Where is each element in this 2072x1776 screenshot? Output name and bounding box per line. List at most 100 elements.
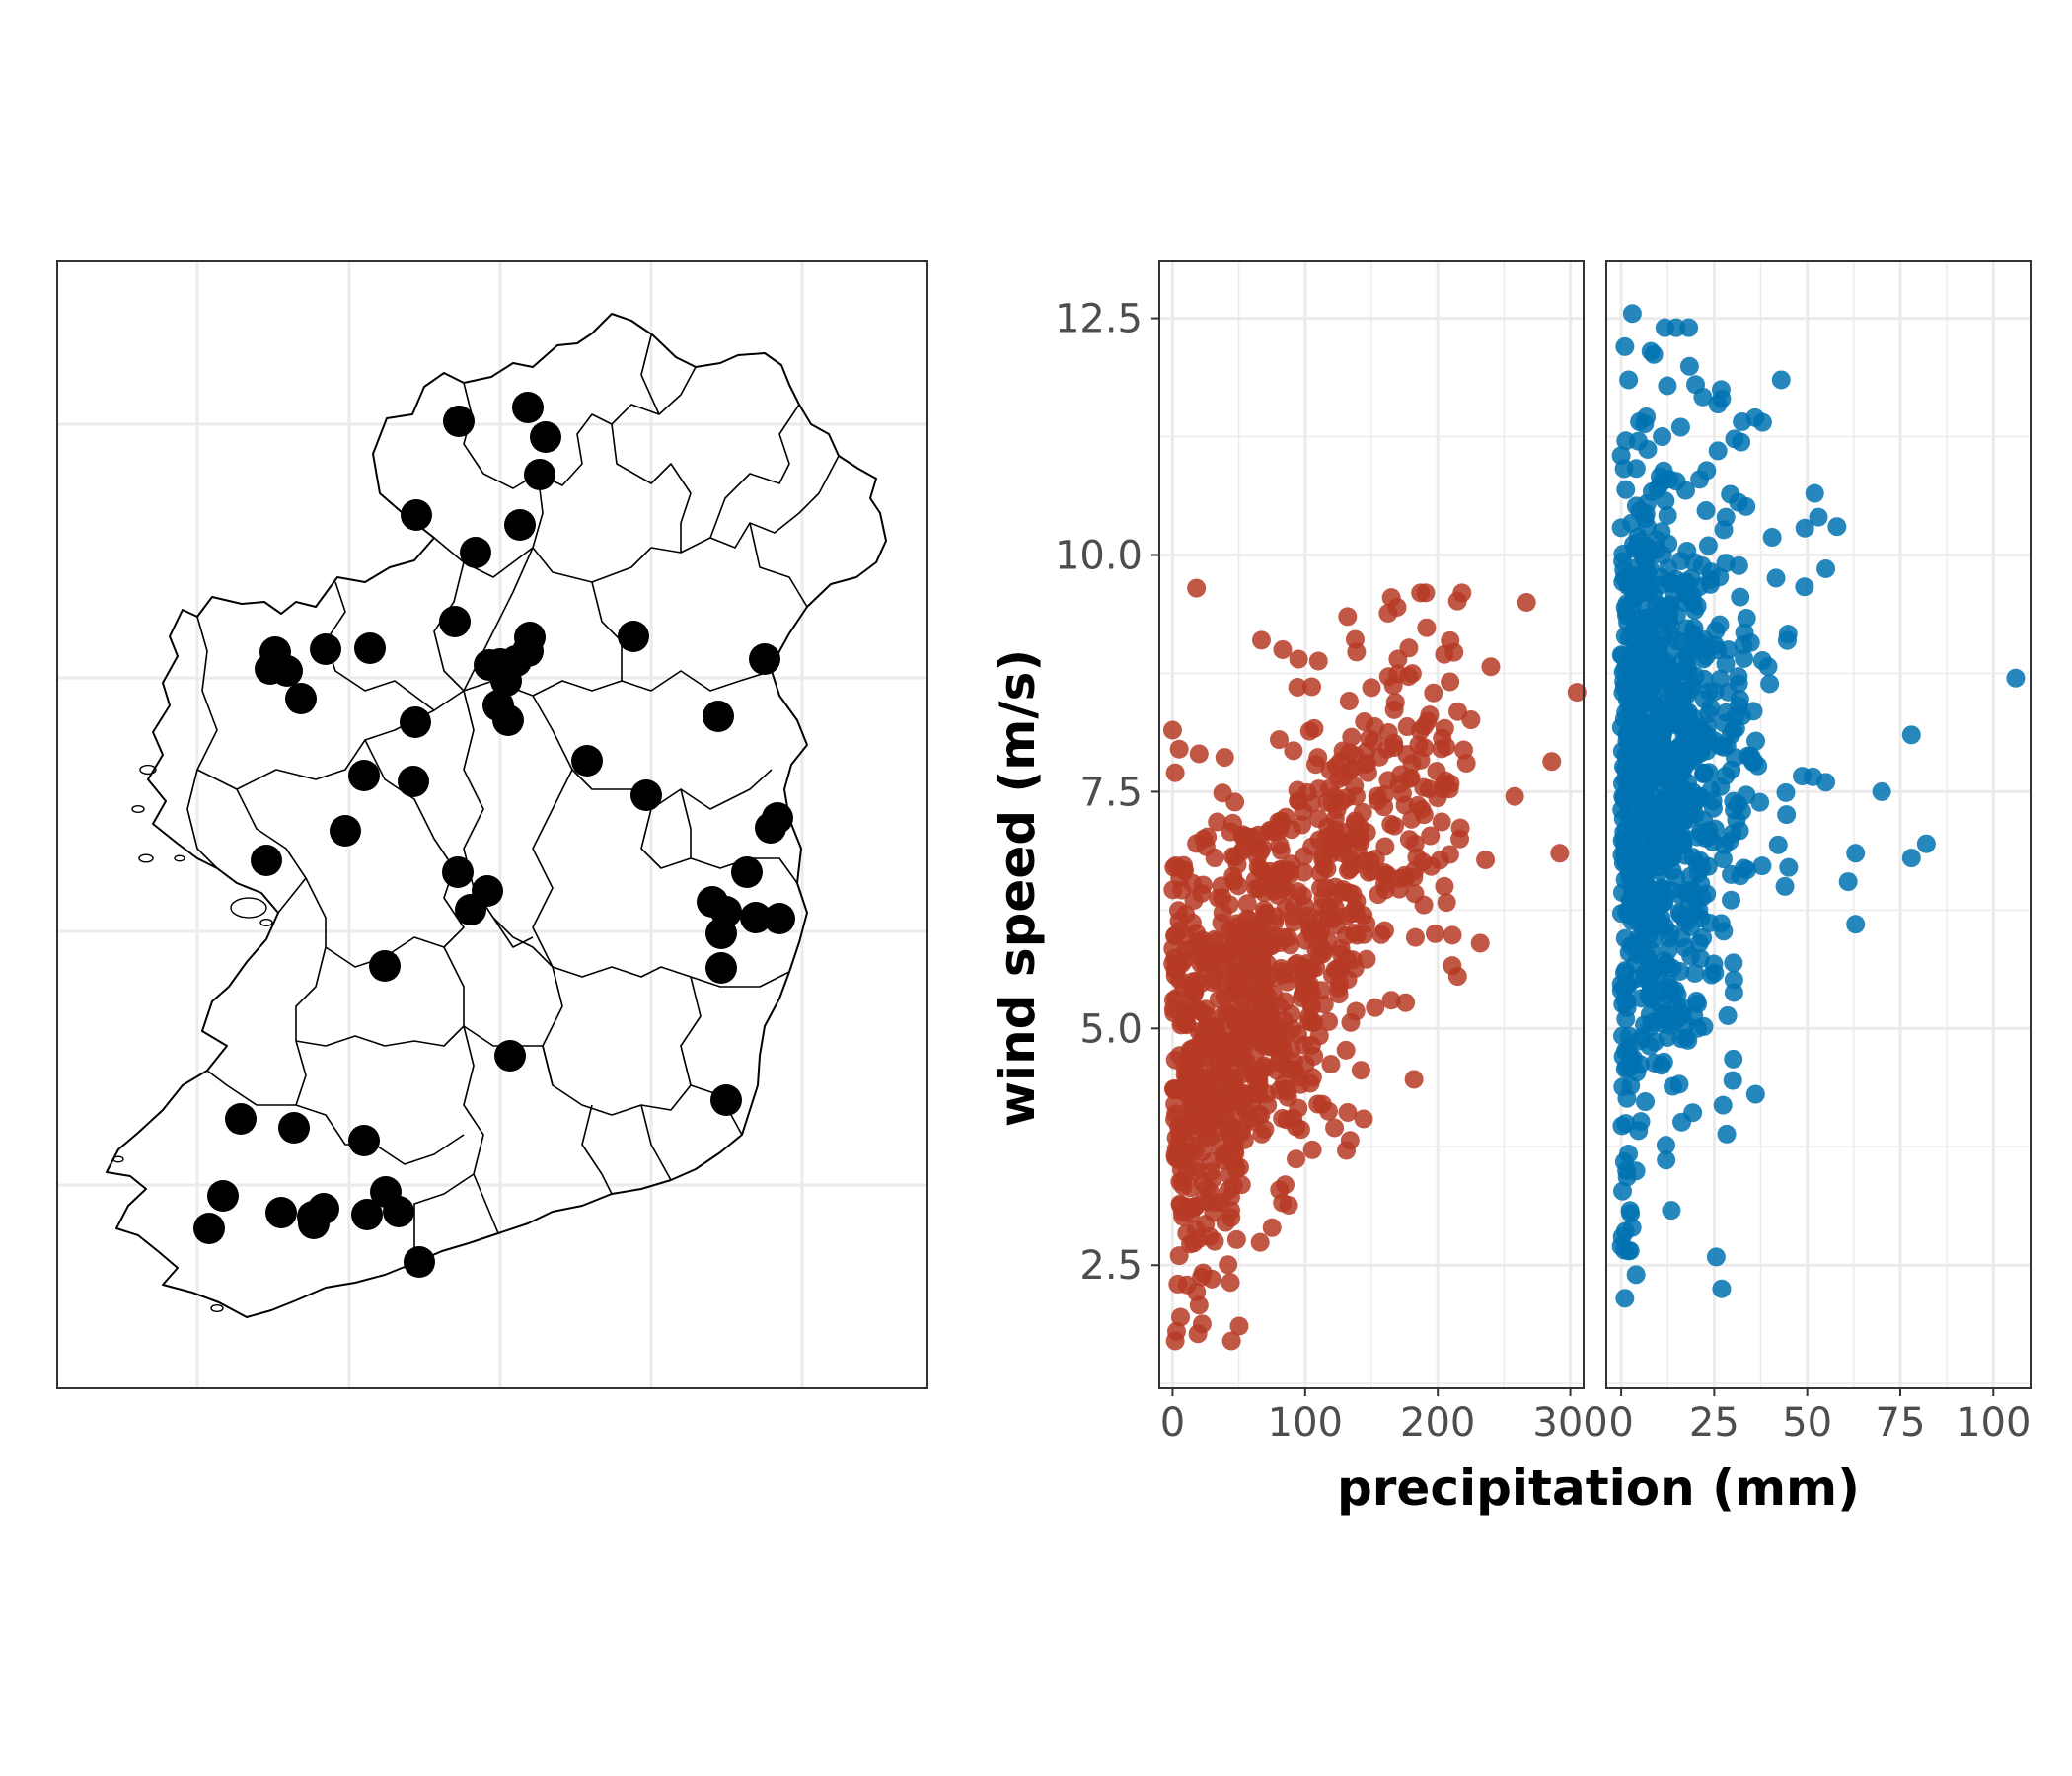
station-marker — [310, 633, 341, 665]
data-point — [1223, 847, 1243, 866]
data-point — [1616, 480, 1636, 499]
data-point — [1353, 802, 1372, 822]
data-point — [1619, 1145, 1639, 1164]
data-point — [1213, 783, 1232, 803]
data-point — [1200, 1226, 1220, 1246]
data-point — [1226, 1159, 1246, 1179]
data-point — [1626, 969, 1646, 989]
data-point — [1630, 532, 1650, 552]
station-marker — [298, 1208, 330, 1239]
station-marker — [755, 812, 786, 844]
data-point — [1330, 974, 1350, 994]
station-marker — [400, 706, 431, 738]
data-point — [1176, 940, 1196, 960]
data-point — [1418, 711, 1438, 731]
data-point — [1705, 682, 1725, 702]
station-marker — [490, 665, 522, 697]
data-point — [1729, 555, 1748, 575]
data-point — [1710, 567, 1730, 587]
scatter-panel-right: 0 25 50 75 100 — [1605, 260, 2032, 1445]
island — [174, 854, 185, 862]
data-point — [1626, 459, 1646, 479]
data-point — [1371, 925, 1391, 944]
station-marker — [225, 1103, 257, 1135]
data-point — [1653, 734, 1672, 754]
county-border — [325, 581, 465, 711]
data-point — [1189, 744, 1209, 764]
island — [259, 919, 273, 927]
data-point — [1722, 864, 1741, 884]
data-point — [1357, 742, 1376, 762]
data-point — [1183, 982, 1203, 1001]
data-point — [1220, 895, 1239, 915]
county-border — [433, 537, 534, 578]
data-point — [1777, 630, 1797, 650]
data-point — [1734, 635, 1753, 655]
station-marker — [731, 856, 763, 888]
county-border — [236, 788, 307, 914]
data-point — [1762, 528, 1782, 548]
data-point — [1281, 864, 1300, 884]
station-marker — [504, 509, 536, 541]
data-point — [1251, 630, 1271, 650]
data-point — [1809, 507, 1828, 527]
data-point — [1613, 995, 1633, 1014]
data-point — [1717, 1124, 1737, 1144]
data-point — [1201, 1087, 1221, 1107]
data-point — [1517, 592, 1536, 612]
county-border — [591, 581, 773, 692]
station-marker — [193, 1213, 225, 1244]
county-border — [680, 788, 692, 858]
data-point — [1302, 677, 1322, 697]
data-point — [1461, 710, 1481, 730]
data-point — [1405, 927, 1425, 947]
data-point — [1427, 762, 1446, 781]
data-point — [1186, 1156, 1206, 1176]
island — [131, 805, 145, 814]
data-point — [1678, 1030, 1698, 1050]
station-marker — [524, 459, 555, 490]
data-point — [1336, 1040, 1356, 1060]
county-border — [305, 877, 327, 947]
data-point — [1768, 835, 1788, 854]
data-point — [1615, 845, 1635, 864]
data-point — [1192, 1267, 1212, 1287]
station-marker — [710, 1084, 742, 1116]
data-point — [1375, 880, 1395, 900]
data-point — [1731, 587, 1750, 607]
data-point — [1846, 915, 1866, 934]
data-point — [1652, 1056, 1671, 1075]
data-point — [1637, 407, 1657, 426]
data-point — [1399, 830, 1419, 850]
station-marker — [278, 1112, 310, 1144]
x-tick-label: 0 — [1160, 1400, 1185, 1445]
station-marker — [512, 392, 544, 423]
data-point — [1657, 769, 1676, 788]
data-point — [1619, 798, 1639, 818]
data-point — [1612, 1026, 1632, 1046]
data-point — [1237, 894, 1257, 914]
y-tick-label: 2.5 — [1079, 1243, 1143, 1289]
data-point — [1622, 304, 1642, 324]
coastline — [106, 313, 887, 1318]
data-point — [1337, 907, 1357, 926]
data-point — [1691, 743, 1711, 763]
data-point — [1713, 850, 1733, 869]
county-border — [542, 1045, 554, 1086]
data-point — [1384, 700, 1404, 719]
station-marker — [705, 918, 737, 949]
data-point — [1443, 925, 1462, 945]
data-point — [1618, 903, 1638, 923]
data-point — [1287, 1149, 1306, 1169]
data-point — [1338, 607, 1358, 627]
data-point — [1441, 672, 1460, 692]
data-point — [2006, 668, 2026, 688]
y-tick-label: 5.0 — [1079, 1006, 1143, 1052]
data-point — [1249, 1023, 1269, 1043]
data-point — [1737, 608, 1756, 628]
data-point — [1284, 741, 1303, 761]
data-point — [1366, 998, 1385, 1017]
county-border — [581, 1104, 613, 1195]
data-point — [1652, 522, 1671, 542]
station-marker — [351, 1199, 383, 1230]
